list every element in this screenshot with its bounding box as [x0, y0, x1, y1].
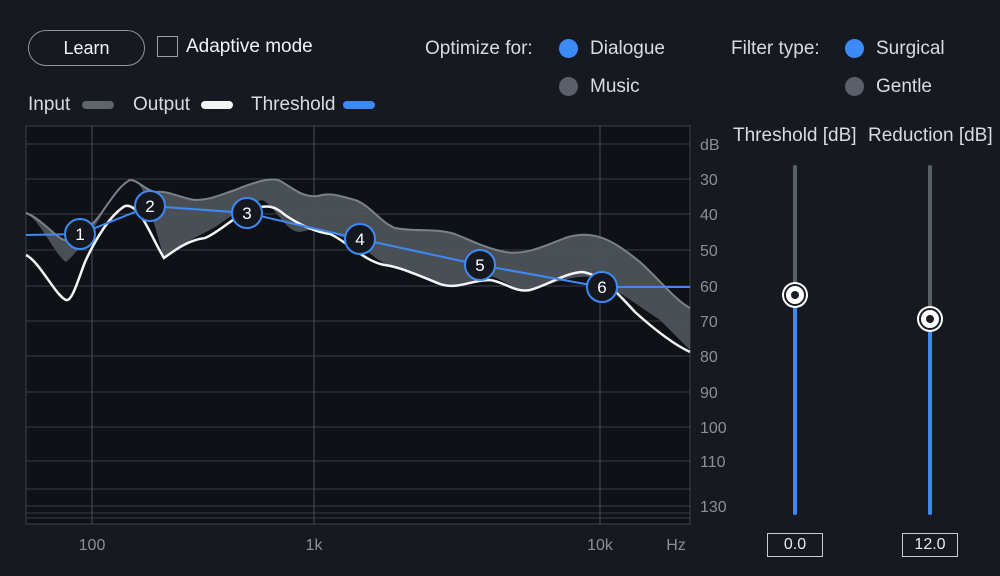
db-tick: 30	[700, 172, 718, 189]
adaptive-mode-label: Adaptive mode	[186, 36, 313, 57]
legend-input-swatch	[82, 101, 114, 109]
node-3-label: 3	[242, 204, 251, 223]
radio-music[interactable]	[559, 77, 578, 96]
threshold-slider-fill	[793, 294, 797, 515]
db-tick: 60	[700, 279, 718, 296]
radio-surgical[interactable]	[845, 39, 864, 58]
hz-unit-label: Hz	[666, 537, 686, 554]
db-tick: 80	[700, 349, 718, 366]
db-tick: 90	[700, 385, 718, 402]
legend-output-swatch	[201, 101, 233, 109]
reduction-slider-handle[interactable]	[919, 308, 941, 330]
filter-type-label: Filter type:	[731, 38, 820, 59]
reduction-slider-label: Reduction [dB]	[868, 125, 993, 146]
radio-music-label: Music	[590, 76, 640, 97]
node-4-label: 4	[355, 230, 364, 249]
db-tick: 110	[700, 454, 726, 471]
radio-dialogue-label: Dialogue	[590, 38, 665, 59]
radio-dialogue[interactable]	[559, 39, 578, 58]
reduction-value-field[interactable]: 12.0	[902, 533, 958, 557]
db-unit-label: dB	[700, 137, 720, 154]
threshold-nodes[interactable]	[64, 190, 618, 303]
node-6-label: 6	[597, 278, 606, 297]
db-tick: 40	[700, 207, 718, 224]
db-tick: 100	[700, 420, 727, 437]
db-tick: 50	[700, 243, 718, 260]
legend-threshold-label: Threshold	[251, 94, 336, 115]
hz-tick: 10k	[587, 537, 614, 554]
radio-gentle[interactable]	[845, 77, 864, 96]
legend-output-label: Output	[133, 94, 191, 115]
threshold-value-field[interactable]: 0.0	[767, 533, 823, 557]
reduction-slider-fill	[928, 319, 932, 515]
db-tick: 130	[700, 499, 727, 516]
legend-threshold-swatch	[343, 101, 375, 109]
learn-button[interactable]: Learn	[28, 30, 145, 66]
radio-gentle-label: Gentle	[876, 76, 932, 97]
node-2-label: 2	[145, 197, 154, 216]
db-tick: 70	[700, 314, 718, 331]
optimize-for-label: Optimize for:	[425, 38, 533, 59]
radio-surgical-label: Surgical	[876, 38, 945, 59]
hz-tick: 100	[79, 537, 106, 554]
legend-input-label: Input	[28, 94, 71, 115]
threshold-slider-handle[interactable]	[784, 283, 806, 306]
adaptive-mode-checkbox[interactable]	[157, 36, 178, 57]
hz-tick: 1k	[306, 537, 324, 554]
node-5-label: 5	[475, 256, 484, 275]
node-1-label: 1	[75, 225, 84, 244]
threshold-slider-label: Threshold [dB]	[733, 125, 857, 146]
